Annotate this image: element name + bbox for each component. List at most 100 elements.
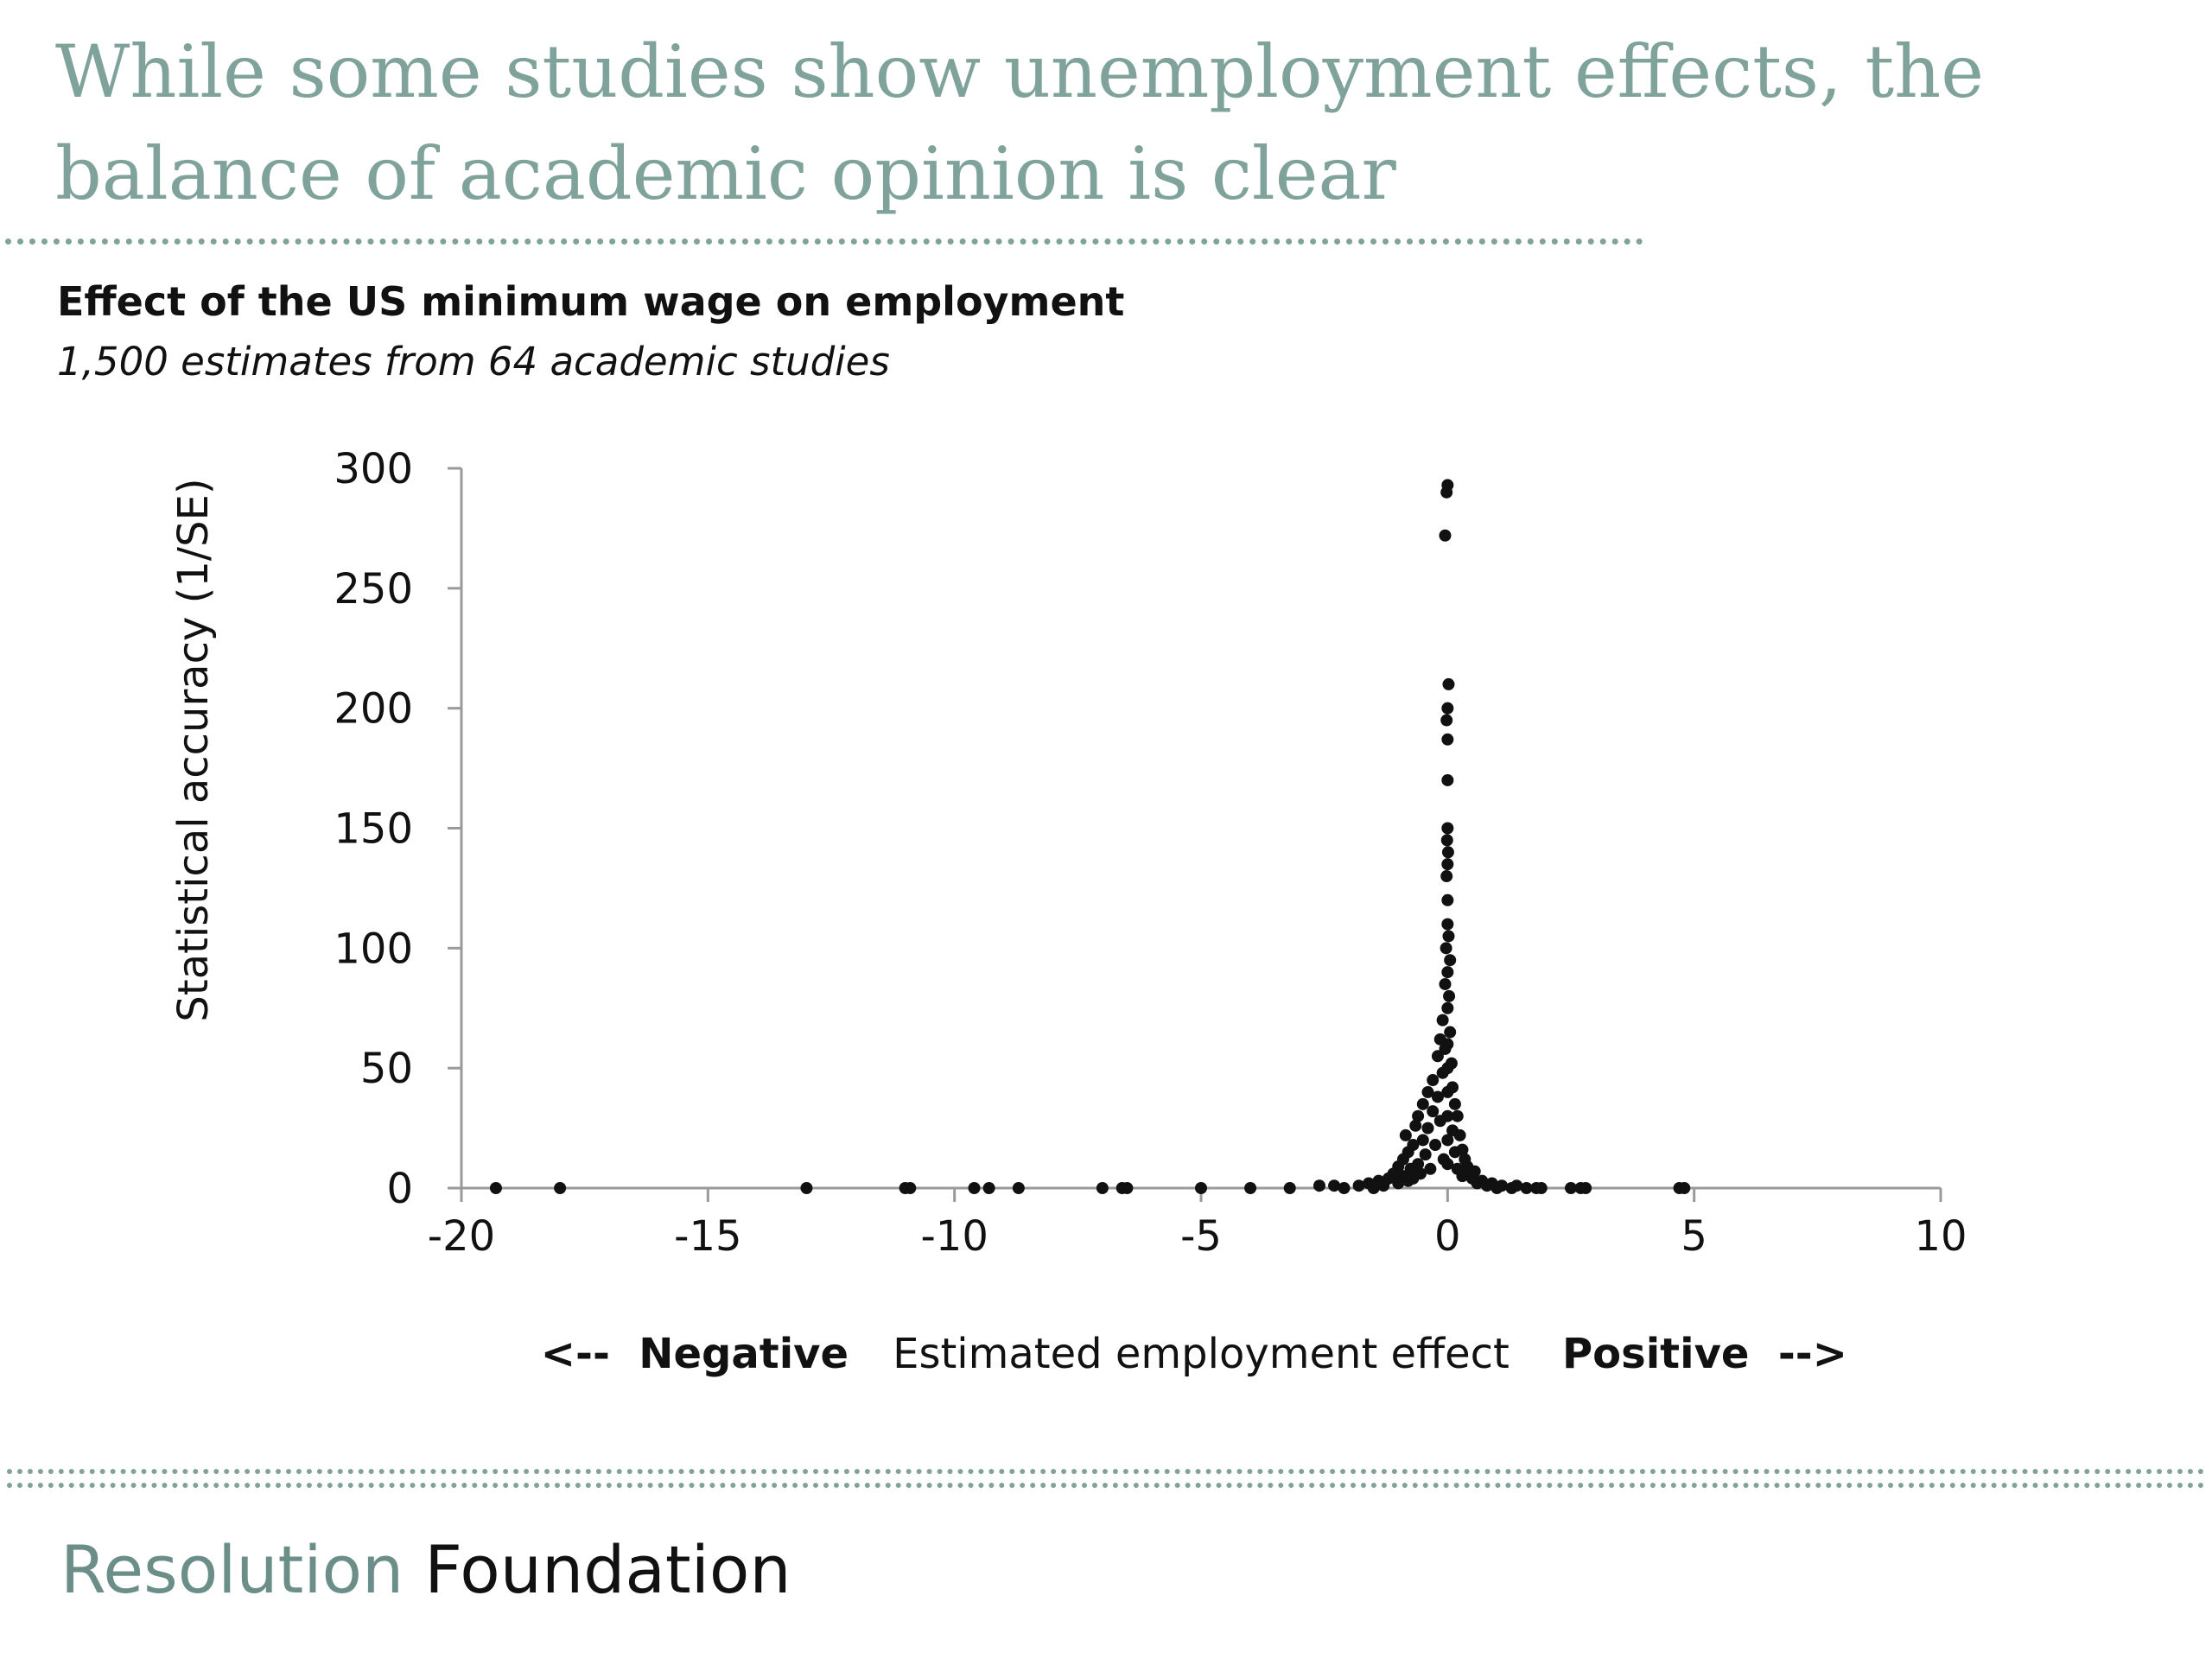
data-point — [1520, 1182, 1533, 1194]
data-point — [982, 1182, 995, 1194]
data-point — [1441, 1158, 1454, 1171]
data-point — [968, 1182, 981, 1194]
y-axis-label-group: Statistical accuracy (1/SE) — [169, 478, 218, 1021]
x-axis-label-group: <-- Negative Estimated employment effect… — [541, 1330, 1847, 1378]
chart-subtitle: 1,500 estimates from 64 academic studies — [57, 339, 890, 385]
data-point — [1496, 1179, 1509, 1192]
data-point — [1441, 1134, 1454, 1147]
data-point — [1440, 714, 1453, 727]
data-point — [1441, 918, 1454, 931]
data-point — [1510, 1179, 1523, 1192]
data-point — [1012, 1182, 1025, 1194]
data-point — [1439, 977, 1452, 990]
data-point — [1453, 1128, 1466, 1141]
data-point — [1441, 846, 1454, 859]
footer-divider-2 — [7, 1483, 2205, 1488]
footer-divider-1 — [7, 1469, 2205, 1474]
data-point — [1441, 893, 1454, 906]
data-point — [1445, 1057, 1458, 1070]
data-point — [1580, 1182, 1592, 1194]
data-point — [1419, 1148, 1432, 1161]
data-point — [1441, 773, 1454, 786]
data-point — [1416, 1134, 1429, 1147]
data-point — [904, 1182, 917, 1194]
data-point — [1439, 529, 1452, 542]
data-point — [1399, 1128, 1412, 1141]
y-tick-label: 0 — [386, 1165, 413, 1213]
x-ticks: -20 -15 -10 -5 0 5 10 — [428, 1188, 1967, 1261]
y-tick-label: 250 — [334, 565, 413, 613]
data-point — [1441, 479, 1454, 492]
x-axis-label: Estimated employment effect — [893, 1330, 1510, 1378]
data-point — [1313, 1179, 1325, 1192]
x-axis-label-positive: Positive --> — [1562, 1330, 1847, 1378]
data-point — [1244, 1182, 1257, 1194]
data-point — [1444, 1026, 1457, 1039]
data-point — [1096, 1182, 1109, 1194]
data-point — [800, 1182, 813, 1194]
data-point — [1441, 858, 1454, 871]
data-point — [1441, 822, 1454, 835]
data-point — [1441, 966, 1454, 979]
data-point — [1421, 1122, 1434, 1135]
data-point — [1436, 1014, 1449, 1027]
data-point — [554, 1182, 567, 1194]
data-point — [1431, 1090, 1444, 1103]
slide-title: While some studies show unemployment eff… — [55, 29, 1984, 216]
x-tick-label: 5 — [1681, 1212, 1707, 1261]
data-point — [1441, 1038, 1454, 1051]
x-axis-label-negative: <-- Negative — [541, 1330, 849, 1378]
data-point — [1456, 1143, 1469, 1156]
y-tick-label: 300 — [334, 445, 413, 493]
data-point — [1441, 1109, 1454, 1122]
data-point — [489, 1182, 502, 1194]
y-tick-label: 200 — [334, 685, 413, 734]
data-point — [1412, 1158, 1425, 1171]
data-point — [1441, 733, 1454, 746]
data-point — [1451, 1109, 1464, 1122]
data-point — [1421, 1085, 1434, 1098]
brand-name-part1: Resolution — [60, 1531, 404, 1608]
data-point — [1283, 1182, 1296, 1194]
data-point — [1565, 1182, 1577, 1194]
data-point — [1328, 1179, 1341, 1192]
data-point — [1195, 1182, 1207, 1194]
data-point — [1441, 1001, 1454, 1014]
data-point — [1414, 1167, 1427, 1180]
data-point — [1441, 702, 1454, 715]
x-tick-label: -15 — [674, 1212, 741, 1261]
y-ticks: 0 50 100 150 200 250 300 — [334, 445, 461, 1213]
data-point — [1448, 1097, 1461, 1110]
chart-title: Effect of the US minimum wage on employm… — [57, 278, 1125, 325]
data-point — [1416, 1097, 1429, 1110]
brand-logo: Resolution Foundation — [60, 1531, 791, 1608]
data-point — [1121, 1182, 1134, 1194]
data-point — [1407, 1139, 1420, 1152]
data-point — [1424, 1162, 1437, 1175]
data-point — [1535, 1182, 1548, 1194]
data-point — [1352, 1179, 1365, 1192]
data-point — [1427, 1105, 1440, 1118]
data-points — [489, 479, 1691, 1194]
data-point — [1678, 1182, 1691, 1194]
x-tick-label: -5 — [1180, 1212, 1222, 1261]
data-point — [1440, 870, 1453, 883]
data-point — [1412, 1109, 1425, 1122]
y-axis-label: Statistical accuracy (1/SE) — [169, 478, 218, 1021]
data-point — [1427, 1074, 1440, 1087]
x-tick-label: 0 — [1434, 1212, 1461, 1261]
data-point — [1338, 1182, 1351, 1194]
chart-axes — [460, 468, 1941, 1190]
data-point — [1468, 1165, 1481, 1178]
data-point — [1442, 930, 1455, 943]
data-point — [1446, 1081, 1459, 1094]
y-tick-label: 100 — [334, 925, 413, 973]
x-tick-label: -20 — [428, 1212, 495, 1261]
scatter-chart: Statistical accuracy (1/SE) 050100150200… — [169, 445, 1967, 1378]
title-divider — [5, 238, 1643, 245]
data-point — [1440, 834, 1453, 847]
brand-name-part2: Foundation — [424, 1531, 791, 1608]
data-point — [1440, 942, 1452, 955]
data-point — [1444, 954, 1457, 967]
data-point — [1429, 1139, 1442, 1152]
